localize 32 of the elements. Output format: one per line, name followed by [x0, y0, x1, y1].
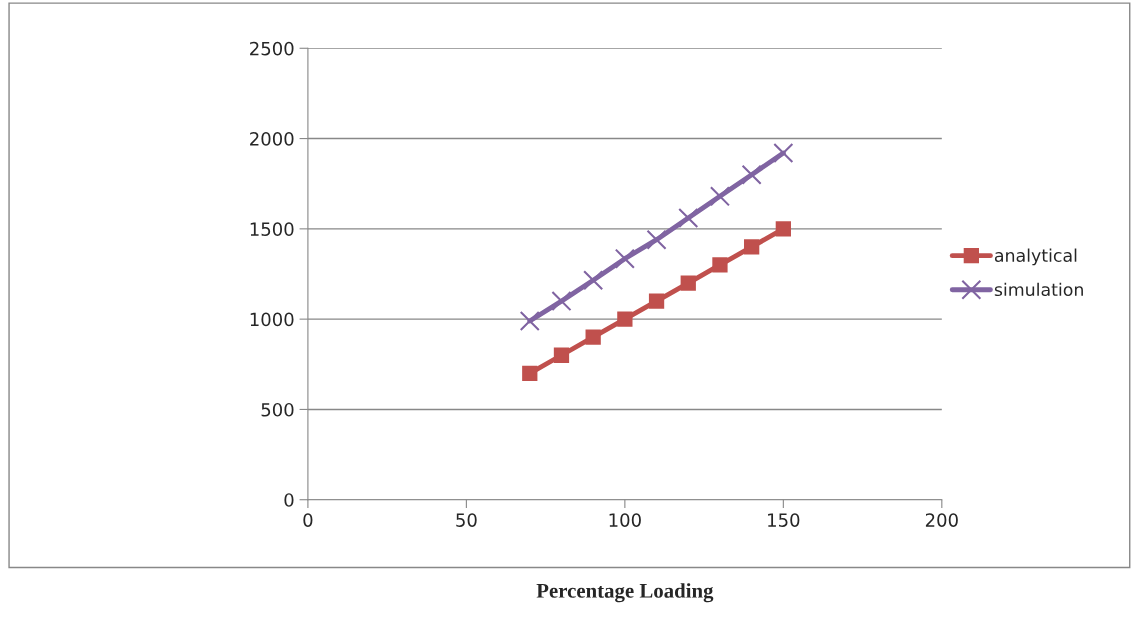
point	[583, 270, 604, 291]
x-tick-label: 150	[768, 513, 800, 527]
legend-label: analytical	[994, 248, 1077, 266]
point	[775, 221, 791, 237]
point	[678, 207, 699, 229]
point	[614, 248, 635, 269]
point	[712, 257, 728, 273]
y-tick-label: 2000	[250, 132, 294, 146]
point	[522, 365, 538, 381]
point	[551, 291, 572, 312]
y-tick-label: 1000	[250, 312, 294, 327]
x-tick-label: 100	[609, 513, 641, 527]
point	[585, 329, 601, 345]
point	[741, 164, 762, 185]
point	[553, 347, 570, 363]
point	[744, 239, 760, 255]
legend-label: simulation	[994, 282, 1083, 297]
point	[648, 293, 665, 309]
point	[617, 311, 633, 327]
point	[680, 275, 696, 291]
x-axis-title: Percentage Loading	[536, 583, 714, 603]
y-tick-label: 0	[284, 493, 294, 507]
x-tick-label: 0	[303, 513, 313, 527]
point	[709, 186, 731, 207]
point	[519, 310, 540, 332]
y-tick-label: 1500	[250, 222, 294, 236]
y-tick-label: 500	[261, 402, 294, 417]
point	[646, 229, 667, 250]
y-tick-label: 2500	[250, 41, 294, 56]
x-tick-label: 50	[456, 513, 477, 527]
point	[773, 142, 794, 164]
x-tick-label: 200	[925, 513, 958, 527]
